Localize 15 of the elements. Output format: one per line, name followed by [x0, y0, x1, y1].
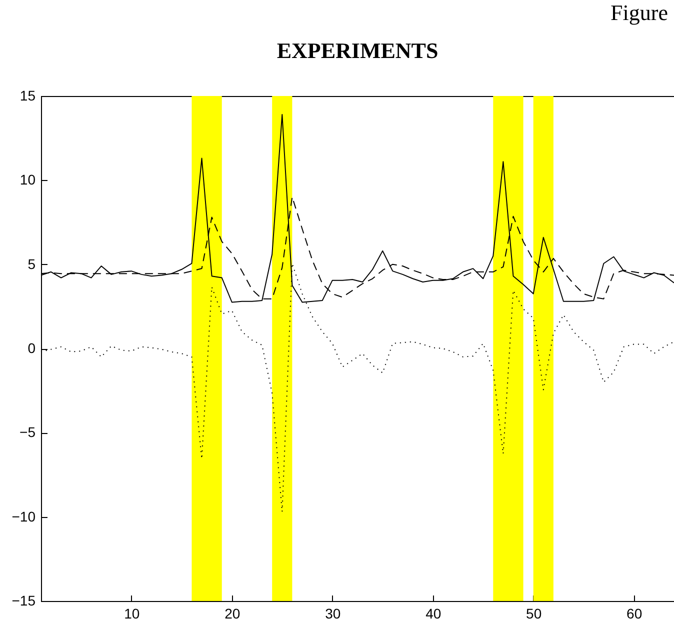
y-tick-label: 15 — [20, 88, 36, 104]
x-tick-label: 40 — [426, 606, 442, 620]
y-tick-label: −5 — [20, 424, 36, 440]
x-tick-label: 30 — [325, 606, 341, 620]
x-tick-label: 50 — [526, 606, 542, 620]
y-tick-label: −15 — [12, 592, 36, 608]
y-tick-label: 5 — [28, 256, 36, 272]
text: Figure — [610, 0, 668, 26]
x-tick-label: 60 — [626, 606, 642, 620]
y-tick-label: 0 — [28, 340, 36, 356]
y-tick-label: −10 — [12, 508, 36, 524]
x-tick-label: 10 — [124, 606, 140, 620]
chart-title: EXPERIMENTS — [276, 38, 438, 63]
y-tick-label: 10 — [20, 172, 36, 188]
x-tick-label: 20 — [224, 606, 240, 620]
